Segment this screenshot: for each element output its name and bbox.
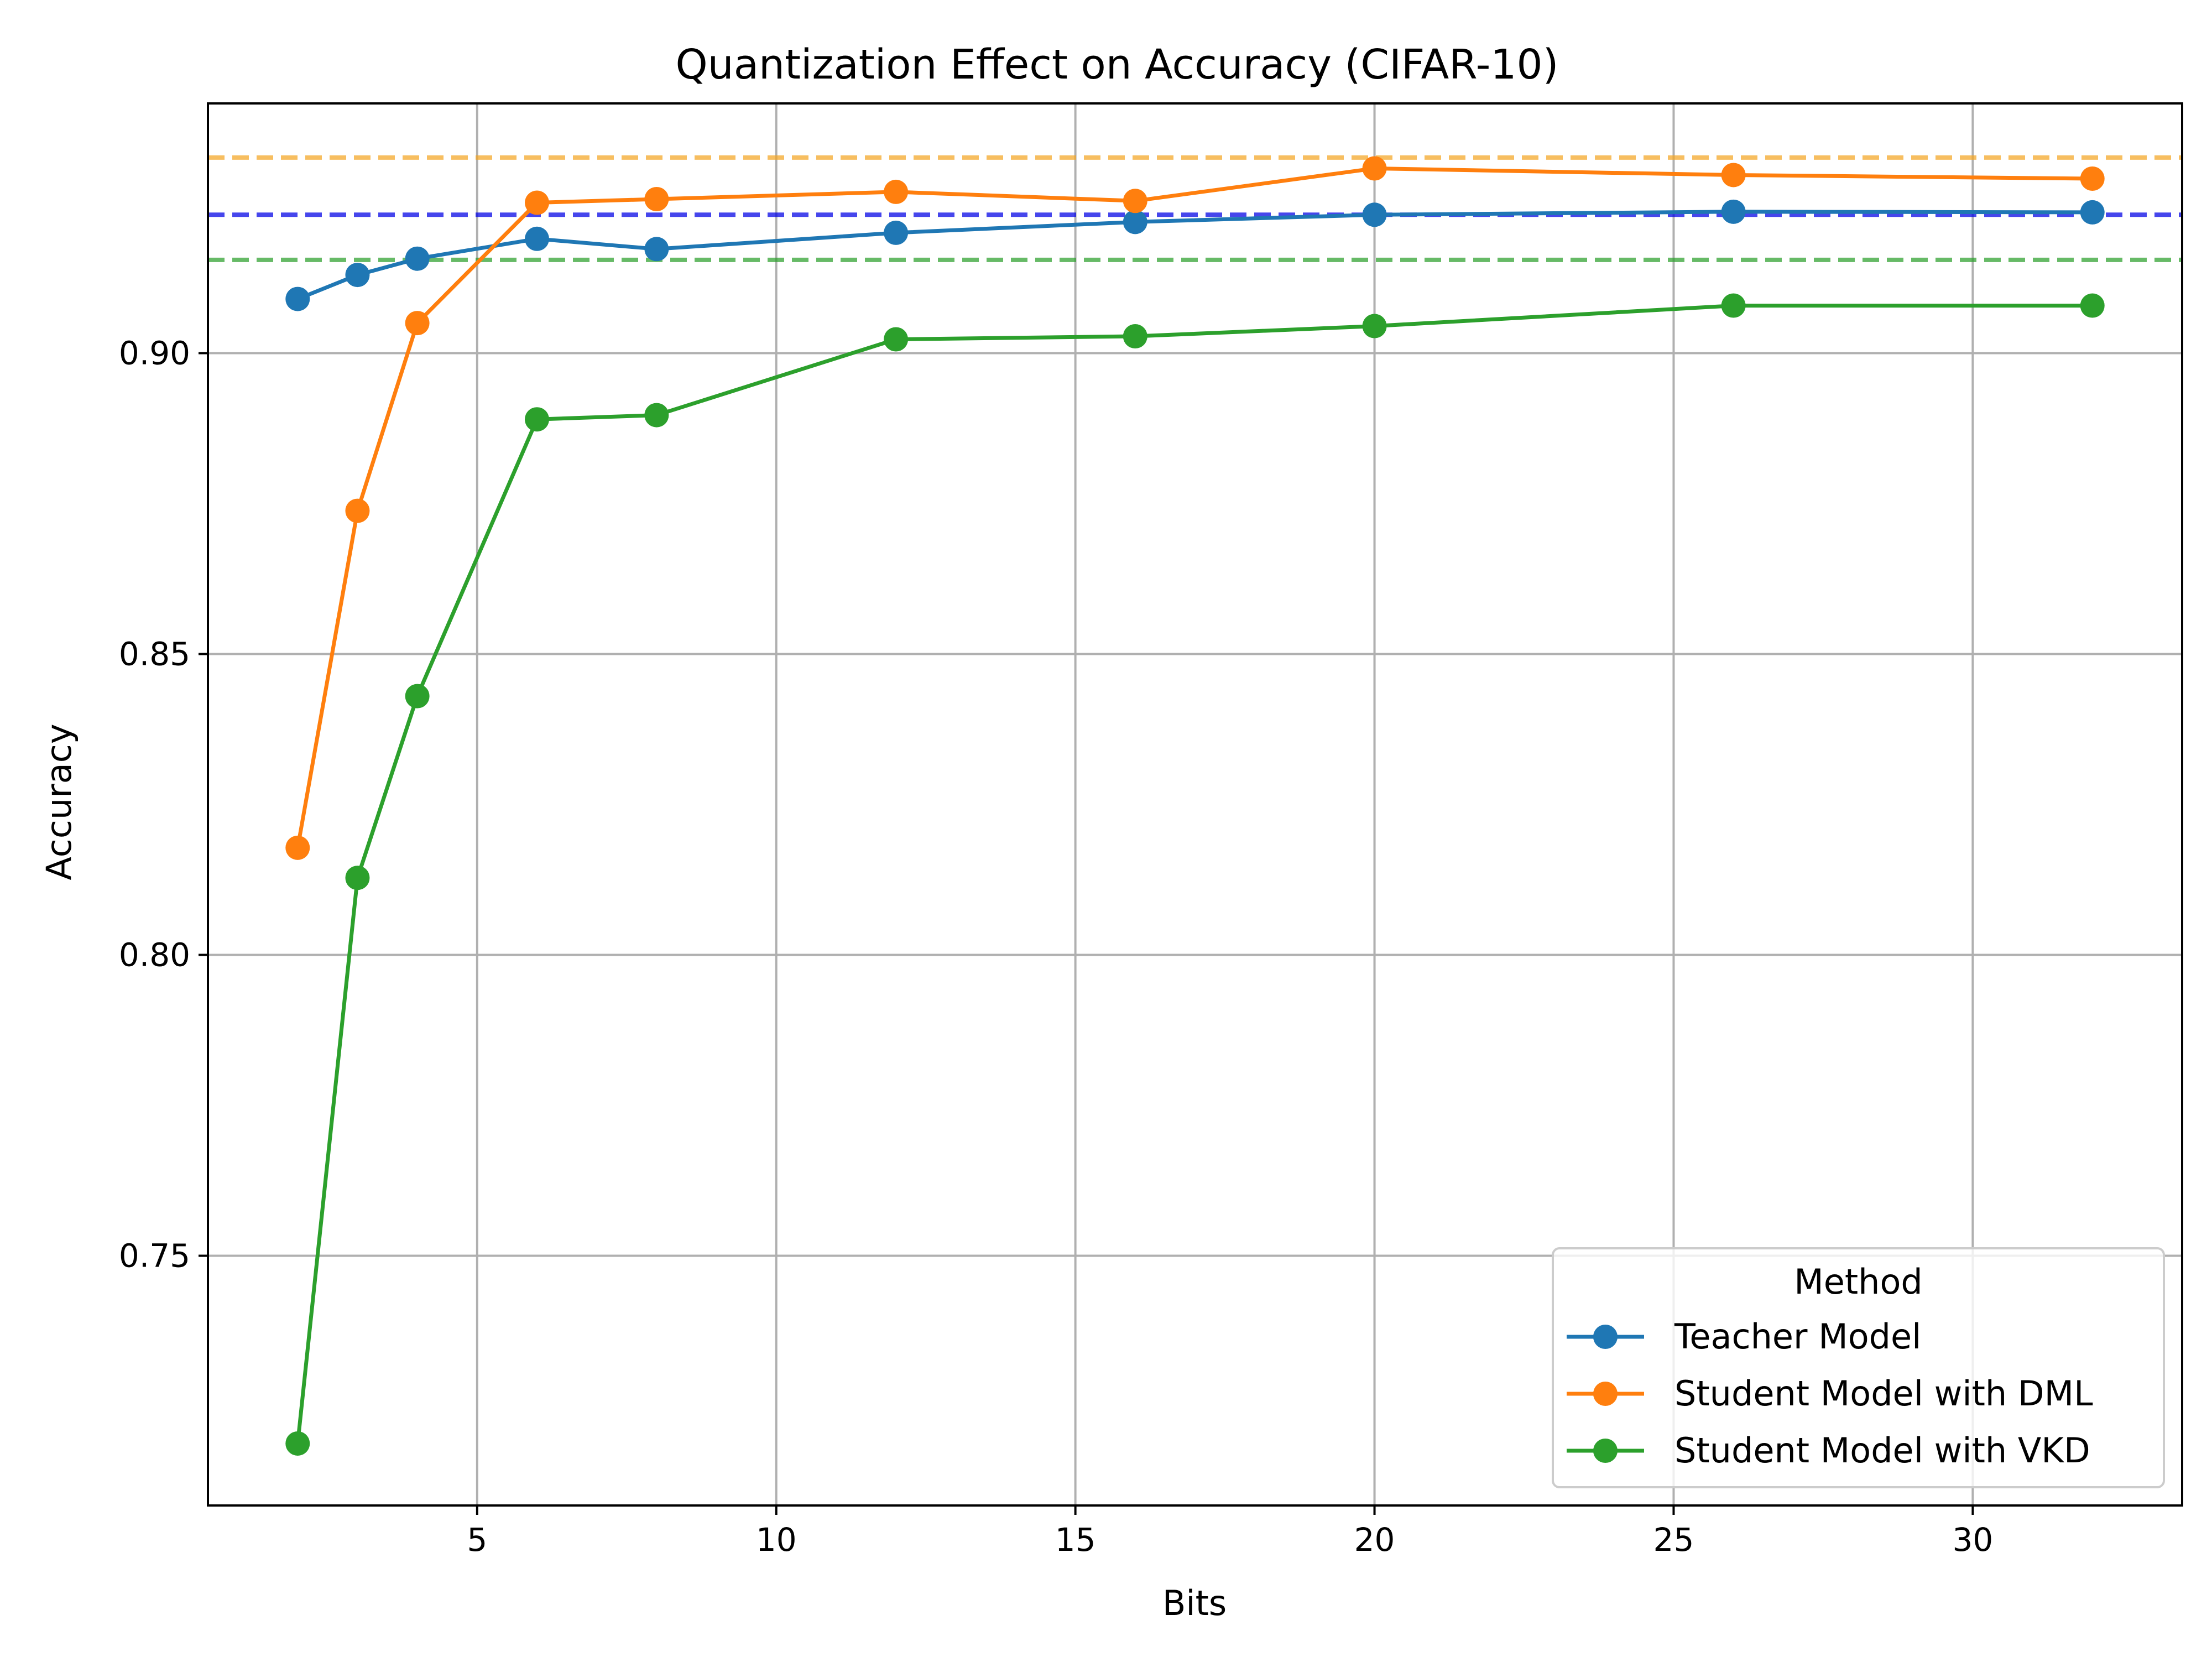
legend-label-1: Student Model with DML (1674, 1373, 2093, 1414)
legend: Method Teacher Model Student Model with DM… (1552, 1247, 2165, 1488)
data-point-1-4 (644, 186, 669, 211)
data-point-1-3 (525, 190, 549, 215)
data-point-2-8 (1721, 293, 1746, 318)
data-point-2-0 (285, 1431, 310, 1456)
series-line-2 (295, 304, 2093, 1444)
x-tick-label-4: 25 (1653, 1521, 1694, 1559)
x-tick-label-3: 20 (1354, 1521, 1395, 1559)
data-point-2-2 (405, 684, 430, 708)
data-point-2-3 (525, 407, 549, 432)
data-point-2-9 (2080, 293, 2105, 318)
series-line-1 (295, 166, 2093, 848)
x-tick-label-5: 30 (1952, 1521, 1993, 1559)
legend-box (1552, 1247, 2165, 1488)
x-tick-label-1: 10 (756, 1521, 797, 1559)
y-tick-label-3: 0.90 (119, 335, 190, 372)
data-point-0-5 (884, 220, 909, 245)
x-axis-label: Bits (1162, 1583, 1227, 1623)
chart-title: Quantization Effect on Accuracy (CIFAR-1… (676, 41, 1559, 88)
data-point-0-6 (1123, 210, 1147, 235)
legend-marker-1 (1593, 1382, 1618, 1406)
data-point-0-1 (345, 263, 370, 288)
x-tick-label-0: 5 (467, 1521, 487, 1559)
data-point-2-7 (1362, 314, 1387, 338)
x-tick-label-2: 15 (1055, 1521, 1096, 1559)
data-point-0-0 (285, 286, 310, 311)
data-point-1-2 (405, 311, 430, 336)
axes-frame (207, 102, 2183, 1507)
data-point-1-7 (1362, 156, 1387, 181)
data-point-0-7 (1362, 202, 1387, 227)
data-point-2-1 (345, 866, 370, 890)
data-point-0-9 (2080, 200, 2105, 225)
data-point-1-5 (884, 179, 909, 204)
legend-marker-2 (1593, 1439, 1618, 1463)
series-line-0 (296, 210, 2093, 301)
data-point-1-8 (1721, 163, 1746, 187)
y-tick-label-2: 0.85 (119, 635, 190, 673)
legend-label-2: Student Model with VKD (1674, 1430, 2090, 1471)
data-point-0-8 (1721, 199, 1746, 224)
data-point-2-6 (1123, 324, 1147, 349)
data-point-1-1 (345, 498, 370, 523)
data-point-0-2 (405, 246, 430, 271)
legend-title: Method (1794, 1262, 1923, 1302)
data-point-2-5 (884, 327, 909, 352)
data-point-1-9 (2080, 166, 2105, 191)
data-point-1-0 (285, 835, 310, 860)
data-point-2-4 (644, 403, 669, 428)
data-point-0-3 (525, 226, 549, 251)
y-tick-label-1: 0.80 (119, 936, 190, 973)
data-point-1-6 (1123, 189, 1147, 213)
y-tick-label-0: 0.75 (119, 1237, 190, 1274)
data-point-0-4 (644, 237, 669, 262)
legend-label-0: Teacher Model (1674, 1316, 1921, 1357)
y-axis-label: Accuracy (39, 723, 79, 880)
legend-marker-0 (1593, 1325, 1618, 1349)
plot-area: 5 10 15 20 25 30 0.75 0.80 0.85 0.90 (119, 102, 2183, 1559)
